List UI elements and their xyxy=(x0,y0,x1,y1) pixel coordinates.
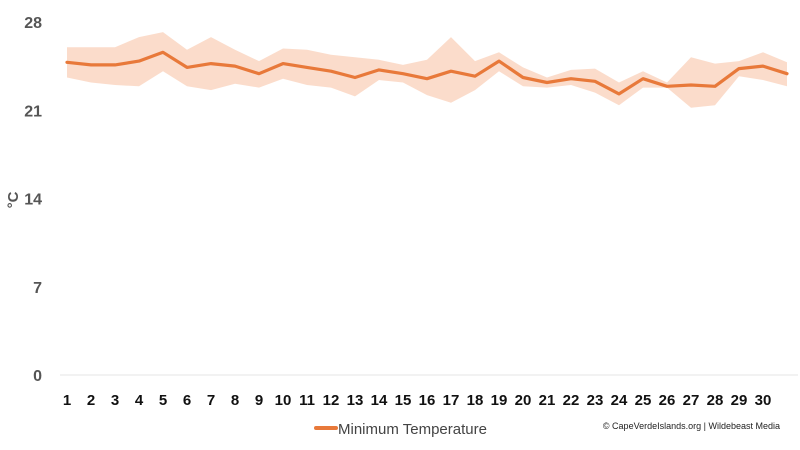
minimum-temperature-line xyxy=(65,50,789,96)
y-axis-label: °C xyxy=(5,191,22,208)
x-tick-label: 2 xyxy=(87,392,95,409)
y-tick-label: 14 xyxy=(24,192,42,209)
data-point xyxy=(569,76,574,81)
legend-label: Minimum Temperature xyxy=(338,421,487,438)
x-tick-label: 5 xyxy=(159,392,167,409)
x-tick-label: 8 xyxy=(231,392,239,409)
x-tick-label: 15 xyxy=(395,392,412,409)
data-point xyxy=(449,69,454,74)
data-point xyxy=(665,84,670,89)
x-tick-label: 21 xyxy=(539,392,556,409)
data-point xyxy=(593,79,598,84)
credit-text: © CapeVerdeIslands.org | Wildebeast Medi… xyxy=(603,421,780,431)
data-point xyxy=(377,67,382,72)
data-point xyxy=(113,62,118,67)
data-point xyxy=(473,74,478,79)
data-point xyxy=(281,61,286,66)
data-point xyxy=(209,61,214,66)
y-axis: 0 7 14 21 28 xyxy=(24,15,42,385)
x-tick-label: 1 xyxy=(63,392,71,409)
data-point xyxy=(161,50,166,55)
data-point xyxy=(545,80,550,85)
x-tick-label: 13 xyxy=(347,392,364,409)
x-tick-label: 9 xyxy=(255,392,263,409)
y-tick-label: 7 xyxy=(33,280,42,297)
x-tick-label: 14 xyxy=(371,392,388,409)
x-tick-label: 26 xyxy=(659,392,676,409)
x-tick-label: 24 xyxy=(611,392,628,409)
data-point xyxy=(329,69,334,74)
x-tick-label: 23 xyxy=(587,392,604,409)
x-tick-label: 11 xyxy=(299,392,315,409)
x-tick-label: 25 xyxy=(635,392,652,409)
x-tick-label: 7 xyxy=(207,392,215,409)
data-point xyxy=(713,84,718,89)
data-point xyxy=(257,71,262,76)
x-tick-label: 29 xyxy=(731,392,748,409)
x-tick-label: 19 xyxy=(491,392,508,409)
x-tick-label: 10 xyxy=(275,392,292,409)
x-tick-label: 18 xyxy=(467,392,484,409)
y-tick-label: 21 xyxy=(24,103,42,120)
data-point xyxy=(185,65,190,70)
x-tick-label: 6 xyxy=(183,392,191,409)
data-point xyxy=(89,62,94,67)
x-tick-label: 20 xyxy=(515,392,532,409)
x-tick-label: 16 xyxy=(419,392,436,409)
x-tick-label: 22 xyxy=(563,392,580,409)
x-tick-label: 30 xyxy=(755,392,772,409)
data-point xyxy=(233,64,238,69)
x-tick-label: 27 xyxy=(683,392,700,409)
x-tick-label: 12 xyxy=(323,392,340,409)
y-tick-label: 28 xyxy=(24,15,42,32)
x-tick-label: 28 xyxy=(707,392,724,409)
data-point xyxy=(617,91,622,96)
x-axis: 1 2 3 4 5 6 7 8 9 10 11 12 13 14 15 16 17 18 19 20 21 22 23 24 2… xyxy=(63,392,772,409)
data-point xyxy=(425,76,430,81)
x-tick-label: 3 xyxy=(111,392,119,409)
legend: Minimum Temperature xyxy=(314,421,487,438)
data-point xyxy=(65,60,70,65)
data-point xyxy=(689,83,694,88)
data-point xyxy=(353,75,358,80)
data-point xyxy=(305,65,310,70)
data-point xyxy=(497,59,502,64)
data-point xyxy=(785,71,790,76)
data-point xyxy=(641,76,646,81)
x-tick-label: 17 xyxy=(443,392,460,409)
data-point xyxy=(737,66,742,71)
data-point xyxy=(761,64,766,69)
data-point xyxy=(521,75,526,80)
data-point xyxy=(137,59,142,64)
y-tick-label: 0 xyxy=(33,368,42,385)
data-point xyxy=(401,71,406,76)
temperature-range-band xyxy=(67,32,787,108)
x-tick-label: 4 xyxy=(135,392,144,409)
series-group xyxy=(65,32,790,108)
